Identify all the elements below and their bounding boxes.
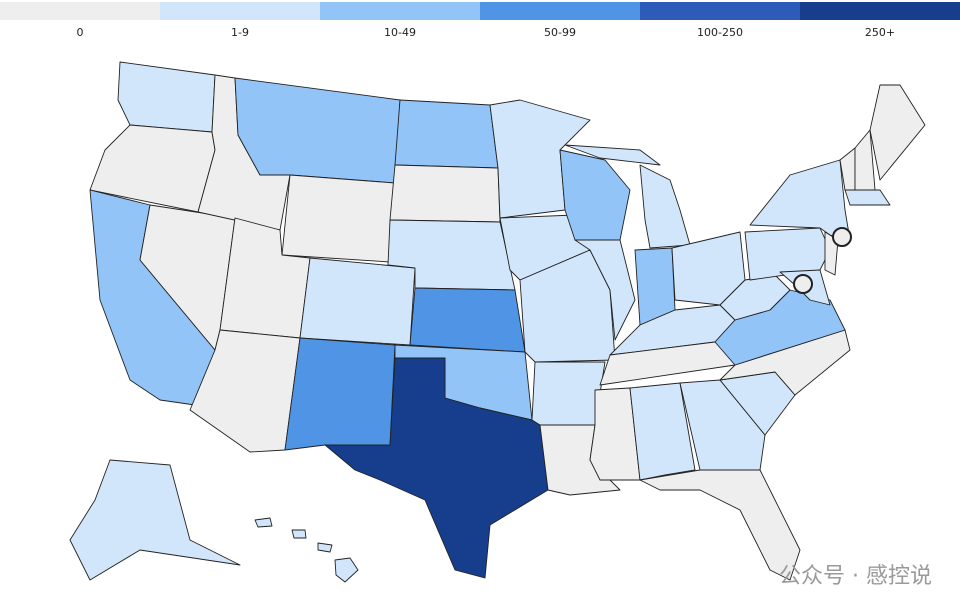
state	[409, 287, 526, 353]
state	[394, 99, 499, 169]
state	[284, 337, 396, 451]
legend-swatch	[160, 2, 320, 20]
state	[234, 77, 401, 184]
state	[69, 459, 241, 581]
markers	[793, 227, 852, 294]
state	[324, 357, 549, 579]
legend: 0 1-9 10-49 50-99 100-250 250+	[0, 2, 960, 39]
state	[639, 469, 801, 581]
legend-swatch	[320, 2, 480, 20]
state	[117, 61, 216, 133]
legend-swatch	[480, 2, 640, 20]
state	[629, 382, 696, 481]
state	[531, 361, 606, 426]
marker	[793, 274, 813, 294]
state	[254, 517, 359, 583]
legend-label: 100-250	[697, 26, 743, 39]
legend-swatch	[800, 2, 960, 20]
state	[679, 379, 766, 471]
legend-swatch	[640, 2, 800, 20]
watermark: 公众号 · 感控说	[779, 564, 932, 589]
legend-label: 10-49	[384, 26, 416, 39]
state	[719, 274, 791, 321]
state	[869, 84, 926, 181]
state	[559, 149, 631, 241]
legend-label: 250+	[865, 26, 895, 39]
state	[574, 239, 636, 341]
state	[749, 159, 851, 241]
state	[844, 189, 891, 206]
legend-label: 50-99	[544, 26, 576, 39]
states	[69, 61, 926, 583]
marker	[832, 227, 852, 247]
legend-swatch	[0, 2, 160, 20]
state	[299, 257, 416, 346]
legend-label: 1-9	[231, 26, 249, 39]
state	[281, 174, 396, 263]
legend-label: 0	[77, 26, 84, 39]
state	[389, 164, 501, 223]
